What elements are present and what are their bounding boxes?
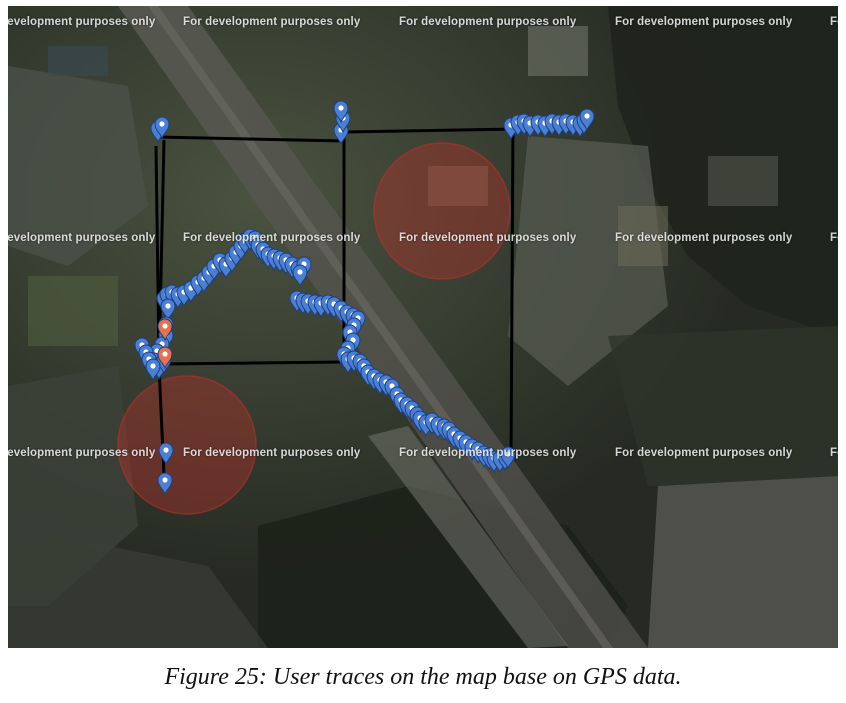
watermark-text: For development purposes only (8, 232, 156, 244)
watermark-text: For development purposes only (8, 447, 156, 459)
watermark-text: For development purposes only (615, 232, 793, 244)
watermark-text: For development purposes only (399, 16, 577, 28)
map-pin-icon[interactable] (160, 298, 176, 322)
geofence-circles (117, 142, 511, 515)
watermark-text: For development purposes only (8, 16, 156, 28)
map-pin-icon[interactable] (154, 116, 170, 140)
geofence-circle (373, 142, 511, 280)
map-pin-icon[interactable] (157, 346, 173, 370)
map-pin-icon[interactable] (292, 264, 308, 288)
gps-markers[interactable] (134, 100, 595, 496)
figure-caption: Figure 25: User traces on the map base o… (164, 664, 682, 690)
map-canvas (8, 6, 838, 648)
watermark-text: For development purposes only (399, 447, 577, 459)
map-pin-icon[interactable] (157, 318, 173, 342)
map-pin-icon[interactable] (500, 446, 516, 470)
geofence-circle (117, 375, 257, 515)
watermark-text: For development purposes only (399, 232, 577, 244)
watermark-text: For development purposes only (183, 447, 361, 459)
watermark-text: For development purposes only (183, 232, 361, 244)
satellite-map[interactable]: For development purposes only For develop… (8, 6, 838, 648)
trace-line (158, 360, 343, 366)
map-pin-icon[interactable] (333, 100, 349, 124)
trace-line (343, 127, 515, 134)
watermark-text: For development purposes only (830, 447, 838, 459)
watermark-text: For development purposes only (830, 16, 838, 28)
trace-line (157, 135, 345, 143)
watermark-text: For development purposes only (830, 232, 838, 244)
map-pin-icon[interactable] (158, 442, 174, 466)
watermark-text: For development purposes only (615, 447, 793, 459)
map-pin-icon[interactable] (579, 108, 595, 132)
satellite-terrain (8, 6, 838, 648)
map-pin-icon[interactable] (157, 472, 173, 496)
map-pin-icon[interactable] (145, 358, 161, 382)
watermark-text: For development purposes only (183, 16, 361, 28)
watermark-text: For development purposes only (615, 16, 793, 28)
trace-line (509, 128, 515, 457)
